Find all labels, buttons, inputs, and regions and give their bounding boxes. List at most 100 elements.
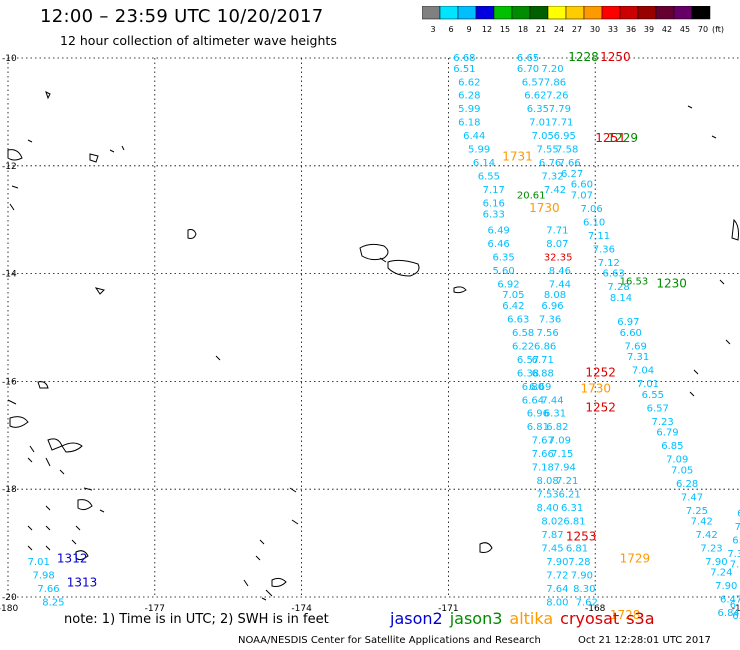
wave-height-value: 7.23 <box>700 543 722 554</box>
wave-height-value: 6.51 <box>453 64 475 75</box>
note-text: note: 1) Time is in UTC; 2) SWH is in fe… <box>64 612 329 627</box>
colorbar-level-label: 9 <box>466 25 471 34</box>
wave-height-value: 7.66 <box>559 158 581 169</box>
wave-height-value: 6.81 <box>566 543 588 554</box>
wave-height-value: 16.53 <box>620 277 649 288</box>
wave-height-value: 6.68 <box>453 53 475 64</box>
wave-height-value: 6.95 <box>554 131 576 142</box>
wave-height-value: 6.88 <box>532 368 554 379</box>
wave-height-value: 7.64 <box>546 584 568 595</box>
wave-height-value: 6.21 <box>559 490 581 501</box>
wave-height-value: 7.15 <box>551 449 573 460</box>
pass-time-label: 1228 <box>568 50 599 64</box>
wave-height-value: 7.20 <box>541 64 563 75</box>
wave-height-value: 6.57 <box>517 355 539 366</box>
wave-height-value: 7.90 <box>546 557 568 568</box>
wave-height-value: 7.36 <box>539 314 561 325</box>
wave-height-value: 6.86 <box>534 341 556 352</box>
pass-time-label: 1250 <box>600 50 631 64</box>
wave-height-value: 6.35 <box>527 104 549 115</box>
grid-lines <box>7 57 740 598</box>
wave-height-value: 7.01 <box>28 557 50 568</box>
wave-height-value: 7.18 <box>532 463 554 474</box>
wave-height-value: 7.09 <box>549 436 571 447</box>
longitude-tick: -171 <box>438 604 458 614</box>
latitude-tick: -10 <box>2 54 17 64</box>
legend-item-altika: altika <box>509 609 554 628</box>
colorbar-level-label: 30 <box>590 25 600 34</box>
wave-height-value: 6.76 <box>720 619 740 620</box>
wave-height-value: 7.04 <box>632 366 654 377</box>
color-scale-bar: 3 6 9 12 15 18 21 24 27 30 33 36 39 42 45 70 (ft) <box>422 6 724 34</box>
wave-height-value: 7.05 <box>502 290 524 301</box>
credit-text: NOAA/NESDIS Center for Satellite Applica… <box>238 635 541 646</box>
wave-height-value: 6.42 <box>502 301 524 312</box>
wave-height-value: 6.47 <box>720 595 740 606</box>
wave-height-value: 7.86 <box>544 77 566 88</box>
legend-item-cryosat: cryosat <box>560 609 620 628</box>
wave-height-value: 6.64 <box>522 395 544 406</box>
colorbar-level-label: 21 <box>536 25 546 34</box>
wave-height-value: 6.84 <box>718 608 740 619</box>
wave-height-value: 6.44 <box>463 131 485 142</box>
wave-height-value: 6.18 <box>458 118 480 129</box>
colorbar-level-label: 6 <box>448 25 453 34</box>
wave-height-value: 8.40 <box>536 503 558 514</box>
wave-height-value: 6.64 <box>737 508 740 519</box>
colorbar-level-label: 70 <box>698 25 708 34</box>
wave-height-value: 6.49 <box>488 225 510 236</box>
longitude-tick: -168 <box>585 604 606 614</box>
pass-time-label: 1730 <box>581 381 612 395</box>
wave-height-value: 7.05 <box>671 465 693 476</box>
legend-item-s3a: s3a <box>626 609 655 628</box>
wave-height-value: 6.38 <box>517 368 539 379</box>
wave-height-value: 6.14 <box>473 158 495 169</box>
colorbar-level-label: 36 <box>626 25 636 34</box>
wave-height-value: 6.33 <box>483 209 505 220</box>
wave-height-value: 6.10 <box>583 217 605 228</box>
wave-height-value: 32.35 <box>544 252 573 263</box>
wave-height-value: 7.66 <box>37 584 59 595</box>
map-title: 12:00 – 23:59 UTC 10/20/2017 <box>40 6 324 27</box>
longitude-tick: -165 <box>732 604 740 614</box>
pass-time-label: 1730 <box>529 201 560 215</box>
wave-height-value: 7.58 <box>556 145 578 156</box>
wave-height-value: 6.62 <box>524 91 546 102</box>
wave-height-value: 7.23 <box>651 417 673 428</box>
wave-height-value: 8.00 <box>546 597 568 608</box>
legend-item-jason2: jason2 <box>390 609 443 628</box>
wave-height-value: 7.24 <box>710 568 732 579</box>
wave-height-value: 6.27 <box>561 169 583 180</box>
wave-height-value: 6.96 <box>527 409 549 420</box>
wave-height-value: 6.85 <box>661 441 683 452</box>
latitude-tick: -16 <box>2 377 17 387</box>
wave-height-value: 5.99 <box>458 104 480 115</box>
pass-time-label: 1729 <box>620 551 651 565</box>
wave-height-value: 7.69 <box>625 341 647 352</box>
wave-height-value: 6.76 <box>539 158 561 169</box>
wave-height-value: 7.32 <box>541 172 563 183</box>
wave-height-value: 7.12 <box>598 258 620 269</box>
wave-height-value: 7.26 <box>546 91 568 102</box>
wave-height-value: 6.57 <box>522 77 544 88</box>
wave-height-value: 7.42 <box>691 517 713 528</box>
wave-height-value: 6.46 <box>488 239 510 250</box>
wave-height-value: 6.69 <box>529 382 551 393</box>
wave-height-value: 6.80 <box>522 382 544 393</box>
generated-timestamp: Oct 21 12:28:01 UTC 2017 <box>578 635 711 646</box>
pass-time-label: 1731 <box>502 150 533 164</box>
longitude-tick: -177 <box>145 604 165 614</box>
wave-height-value: 7.31 <box>727 549 740 560</box>
latitude-tick: -12 <box>2 162 17 172</box>
pass-time-label: 1229 <box>607 131 638 145</box>
wave-height-value: 6.55 <box>478 172 500 183</box>
wave-height-value: 7.05 <box>532 131 554 142</box>
wave-height-value: 6.85 <box>732 535 740 546</box>
wave-height-value: 7.21 <box>556 476 578 487</box>
colorbar-level-label: 3 <box>430 25 435 34</box>
wave-height-value: 6.70 <box>517 64 539 75</box>
pass-time-label: 1252 <box>585 400 616 414</box>
wave-height-value: 6.88 <box>730 600 740 611</box>
wave-height-value: 6.35 <box>492 252 514 263</box>
wave-height-value: 8.25 <box>42 597 64 608</box>
